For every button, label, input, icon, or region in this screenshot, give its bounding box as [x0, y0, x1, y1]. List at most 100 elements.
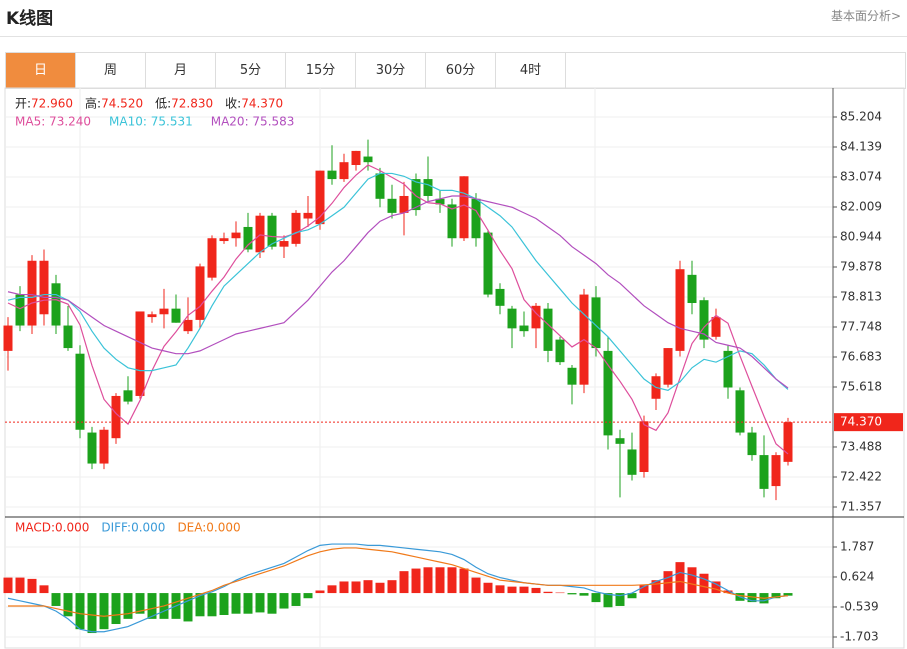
- period-tab[interactable]: 5分: [216, 53, 286, 88]
- y-tick-label: 84.139: [840, 140, 882, 154]
- candle-body: [687, 274, 697, 304]
- chart-frame: [4, 87, 905, 649]
- macd-bar: [303, 593, 313, 599]
- legend-entry: MA5: 73.240: [15, 115, 91, 129]
- y-tick-label: -0.539: [840, 599, 879, 613]
- candle-body: [471, 198, 481, 239]
- candle-body: [675, 269, 685, 351]
- candle-body: [447, 204, 457, 239]
- candle-body: [315, 170, 325, 225]
- info-value: 72.960: [31, 97, 73, 111]
- period-tab[interactable]: 60分: [426, 53, 496, 88]
- candle-body: [783, 422, 793, 462]
- period-tab[interactable]: 周: [76, 53, 146, 88]
- candle-body: [747, 432, 757, 456]
- macd-bar: [279, 593, 289, 609]
- candle-body: [27, 260, 37, 326]
- candle-body: [387, 198, 397, 213]
- y-tick-label: 76.683: [840, 349, 882, 363]
- macd-bar: [15, 577, 25, 594]
- y-tick-label: 78.813: [840, 290, 882, 304]
- candle-body: [483, 232, 493, 295]
- macd-bar: [411, 568, 421, 594]
- macd-line: [7, 543, 789, 633]
- macd-bar: [603, 593, 613, 608]
- macd-bar: [351, 581, 361, 594]
- period-tab[interactable]: 月: [146, 53, 216, 88]
- macd-bar: [747, 593, 757, 603]
- period-tab[interactable]: 日: [6, 53, 76, 88]
- period-tab[interactable]: 15分: [286, 53, 356, 88]
- y-tick-label: 0.624: [840, 569, 874, 583]
- candle-body: [771, 455, 781, 487]
- macd-bar: [51, 593, 61, 606]
- candle-body: [531, 305, 541, 329]
- candle-body: [351, 150, 361, 166]
- y-tick-label: 1.787: [840, 539, 874, 553]
- macd-bar: [471, 577, 481, 594]
- candle-body: [735, 390, 745, 433]
- y-tick-label: 77.748: [840, 320, 882, 334]
- candle-body: [51, 283, 61, 326]
- page-title: K线图: [6, 9, 54, 29]
- info-label: 收:: [225, 97, 241, 111]
- macd-bar: [399, 571, 409, 594]
- macd-line: [8, 547, 789, 617]
- candle-body: [279, 241, 289, 247]
- candle-body: [339, 162, 349, 180]
- candle-body: [303, 212, 313, 219]
- macd-bar: [615, 593, 625, 606]
- macd-bar: [27, 578, 37, 594]
- y-tick-label: 82.009: [840, 199, 882, 213]
- info-value: 74.370: [241, 97, 283, 111]
- macd-bar: [723, 590, 733, 594]
- legend-entry: DIFF:0.000: [101, 521, 165, 535]
- last-price-label: 74.370: [840, 415, 882, 429]
- info-label: 开:: [15, 97, 31, 111]
- macd-bar: [423, 567, 433, 594]
- candle-body: [543, 308, 553, 351]
- info-value: 74.520: [101, 97, 143, 111]
- candle-body: [555, 339, 565, 363]
- candle-body: [495, 288, 505, 306]
- macd-bar: [783, 593, 793, 596]
- macd-bar: [543, 591, 553, 594]
- candle-body: [243, 226, 253, 250]
- candle-body: [39, 260, 49, 315]
- candle-body: [255, 215, 265, 253]
- candle-body: [3, 325, 13, 351]
- candle-body: [639, 421, 649, 472]
- macd-bar: [327, 585, 337, 594]
- period-tab[interactable]: 4时: [496, 53, 566, 88]
- macd-bar: [567, 593, 577, 595]
- candle-body: [459, 176, 469, 239]
- analysis-link[interactable]: 基本面分析>: [830, 9, 901, 23]
- macd-bar: [243, 593, 253, 614]
- macd-bar: [219, 593, 229, 615]
- macd-bar: [531, 587, 541, 594]
- candle-body: [759, 455, 769, 489]
- macd-bar: [507, 586, 517, 594]
- macd-bar: [771, 593, 781, 599]
- macd-bar: [267, 593, 277, 614]
- macd-bar: [579, 593, 589, 596]
- candle-body: [87, 432, 97, 464]
- candle-body: [399, 195, 409, 213]
- legend-entry: MA10: 75.531: [109, 115, 193, 129]
- candle-body: [195, 266, 205, 320]
- macd-bar: [651, 580, 661, 594]
- macd-bar: [687, 567, 697, 594]
- y-tick-label: 71.357: [840, 500, 882, 514]
- macd-bar: [519, 586, 529, 594]
- y-tick-label: 73.488: [840, 439, 882, 453]
- legend-entry: MACD:0.000: [15, 521, 89, 535]
- legend-entry: DEA:0.000: [177, 521, 240, 535]
- candle-body: [591, 297, 601, 349]
- macd-bar: [75, 593, 85, 630]
- candle-body: [183, 319, 193, 332]
- macd-bar: [99, 593, 109, 630]
- y-tick-label: 83.074: [840, 169, 882, 183]
- y-tick-label: 75.618: [840, 379, 882, 393]
- period-tab[interactable]: 30分: [356, 53, 426, 88]
